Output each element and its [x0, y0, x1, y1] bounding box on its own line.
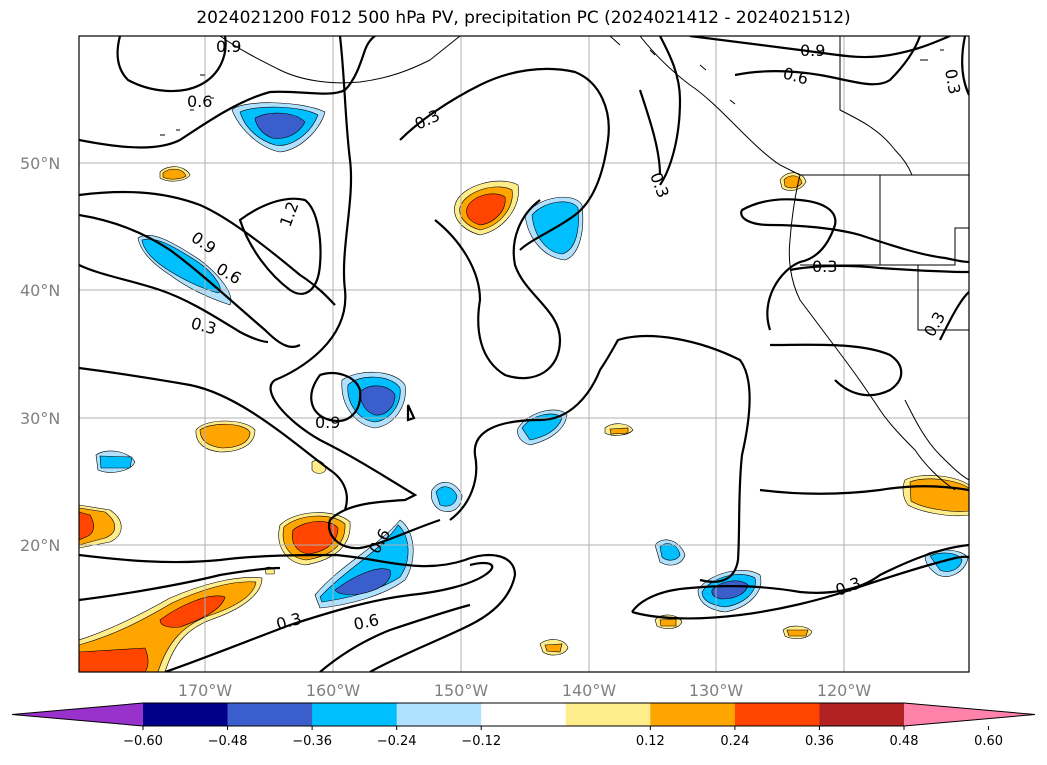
map-area: 0.9 0.6 0.3 1.2 0.9 0.6 0.3 0.3 0.9 0.6 …: [79, 36, 969, 672]
colorbar-tick-label: 0.24: [720, 734, 749, 749]
lat-label: 30°N: [20, 409, 60, 428]
colorbar-tick-label: −0.24: [377, 734, 417, 749]
colorbar-box: [565, 703, 651, 726]
colorbar-tick-label: 0.60: [974, 734, 1003, 749]
contour-label: 0.9: [800, 41, 825, 60]
map-frame: [78, 35, 970, 673]
colorbar-tick-label: 0.48: [890, 734, 919, 749]
colorbar-extend-high: [904, 703, 1035, 726]
pv-contours: [79, 36, 969, 672]
lat-label: 50°N: [20, 154, 60, 173]
coastlines: [160, 36, 969, 491]
colorbar-tick-label: −0.48: [208, 734, 248, 749]
latitude-labels: 50°N 40°N 30°N 20°N: [20, 154, 60, 555]
graticule: [79, 36, 969, 672]
contour-label: 0.6: [187, 92, 212, 111]
map-title: 2024021200 F012 500 hPa PV, precipitatio…: [196, 8, 851, 28]
contour-label: 0.3: [941, 67, 964, 95]
contour-label: 0.9: [315, 413, 340, 432]
colorbar-tick-label: 0.36: [805, 734, 834, 749]
contour-label: 0.9: [216, 37, 241, 56]
colorbar-box: [734, 703, 820, 726]
lon-label: 120°W: [817, 681, 872, 700]
colorbar-tick-label: −0.36: [292, 734, 332, 749]
colorbar: −0.60 −0.48 −0.36 −0.24 −0.12 0.12 0.24 0.36 0.4…: [11, 702, 1036, 749]
lon-label: 140°W: [562, 681, 617, 700]
colorbar-tick-label: −0.12: [461, 734, 501, 749]
colorbar-tick-label: 0.12: [636, 734, 665, 749]
precipitation-shading: [79, 102, 969, 672]
lon-label: 170°W: [178, 681, 233, 700]
colorbar-box: [143, 703, 229, 726]
colorbar-box: [481, 703, 567, 726]
lat-label: 20°N: [20, 536, 60, 555]
contour-label: 0.3: [812, 257, 837, 276]
lon-label: 160°W: [306, 681, 361, 700]
colorbar-box: [396, 703, 482, 726]
lon-label: 150°W: [434, 681, 489, 700]
longitude-labels: 170°W 160°W 150°W 140°W 130°W 120°W: [178, 681, 872, 700]
colorbar-box: [227, 703, 313, 726]
contour-label: 0.6: [352, 610, 381, 634]
colorbar-extend-low: [12, 703, 143, 726]
colorbar-tick-label: −0.60: [123, 734, 163, 749]
colorbar-box: [312, 703, 398, 726]
colorbar-box: [650, 703, 736, 726]
colorbar-box: [819, 703, 905, 726]
lat-label: 40°N: [20, 281, 60, 300]
lon-label: 130°W: [689, 681, 744, 700]
